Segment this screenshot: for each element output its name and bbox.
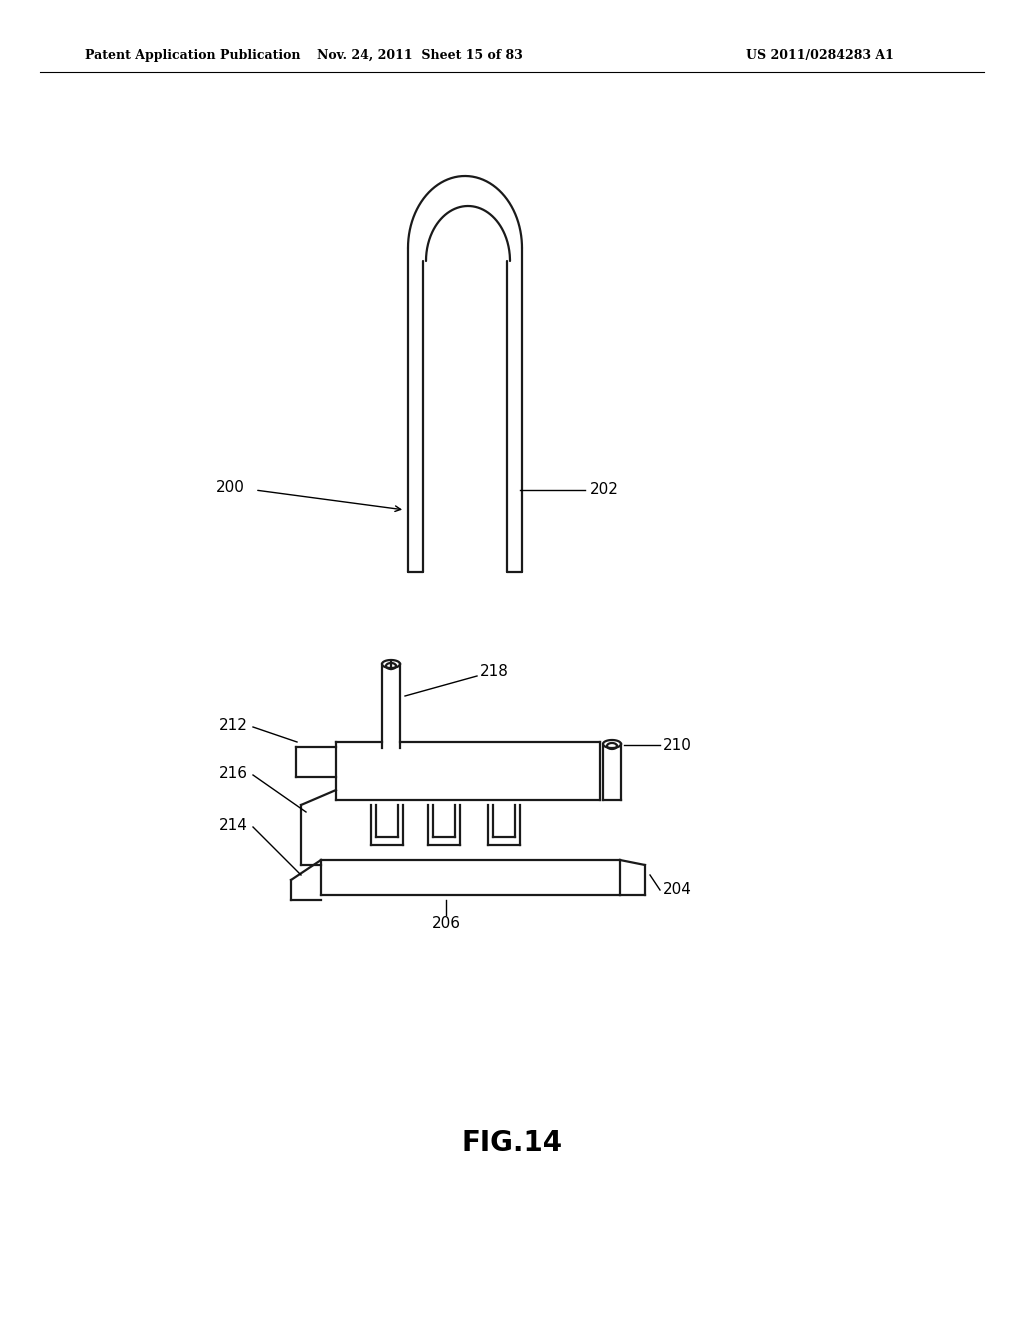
Text: 210: 210 xyxy=(663,738,692,752)
Text: 204: 204 xyxy=(663,883,692,898)
Text: 216: 216 xyxy=(219,766,248,780)
Text: US 2011/0284283 A1: US 2011/0284283 A1 xyxy=(746,49,894,62)
Text: 200: 200 xyxy=(216,480,245,495)
Text: 206: 206 xyxy=(431,916,461,931)
Text: 202: 202 xyxy=(590,483,618,498)
Text: Nov. 24, 2011  Sheet 15 of 83: Nov. 24, 2011 Sheet 15 of 83 xyxy=(317,49,523,62)
Text: 218: 218 xyxy=(480,664,509,680)
Text: 214: 214 xyxy=(219,817,248,833)
Text: Patent Application Publication: Patent Application Publication xyxy=(85,49,300,62)
Text: 212: 212 xyxy=(219,718,248,733)
Text: FIG.14: FIG.14 xyxy=(462,1129,562,1158)
